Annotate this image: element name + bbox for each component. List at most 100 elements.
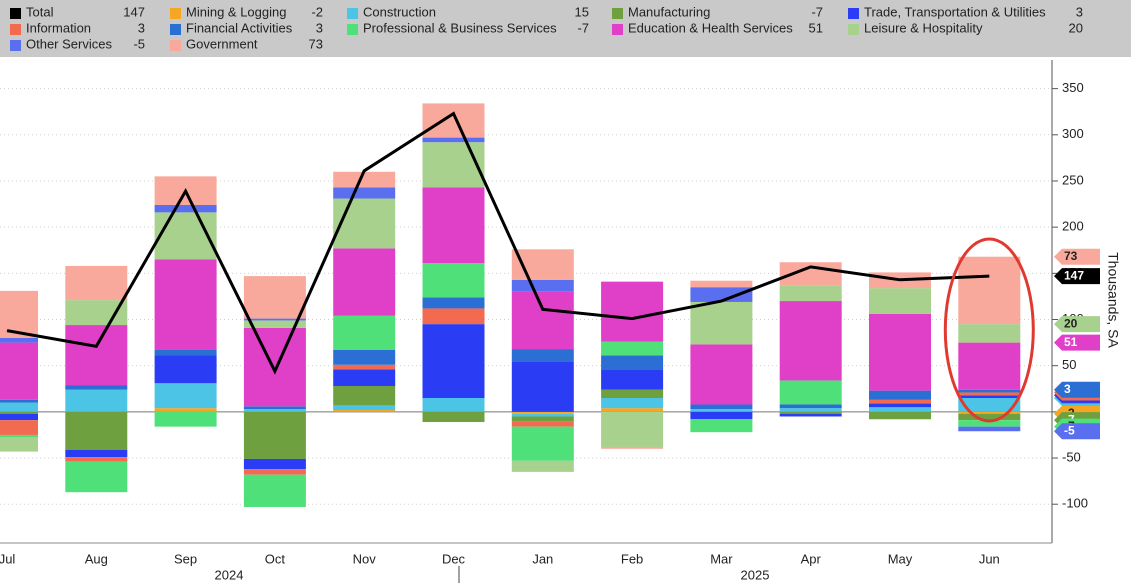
bar-segment — [511, 421, 574, 427]
x-tick-label: Apr — [801, 551, 822, 566]
bar-segment — [154, 204, 217, 213]
legend-label: Manufacturing — [628, 4, 710, 19]
legend-value: -7 — [811, 4, 823, 19]
bar-segment — [154, 355, 217, 384]
legend-value: 15 — [575, 4, 589, 19]
legend-label: Other Services — [26, 36, 112, 51]
value-tag-label: 147 — [1064, 268, 1084, 282]
bar-segment — [333, 349, 396, 365]
legend-swatch — [170, 24, 181, 35]
bar-segment — [154, 383, 217, 409]
bar-segment — [154, 259, 217, 350]
value-tag — [1054, 381, 1100, 398]
bar-segment — [333, 187, 396, 199]
bar-segment — [333, 364, 396, 370]
bar-segment — [243, 409, 306, 412]
legend-swatch — [10, 24, 21, 35]
bar-segment — [65, 411, 128, 450]
legend-value: -2 — [311, 4, 323, 19]
bar-segment — [958, 256, 1021, 325]
y-axis-label: Thousands, SA — [1105, 252, 1121, 348]
bar-segment — [243, 469, 306, 475]
bar-segment — [243, 318, 306, 321]
x-tick-label: Nov — [353, 551, 377, 566]
bar-segment — [690, 280, 753, 288]
legend-value: -7 — [577, 20, 589, 35]
bar-segment — [958, 395, 1021, 399]
legend-value: 20 — [1069, 20, 1083, 35]
bar-segment — [779, 301, 842, 381]
bar-segment — [779, 404, 842, 409]
bar-segment — [243, 474, 306, 507]
bar-segment — [690, 419, 753, 433]
bar-segment — [601, 341, 664, 356]
value-tag-label: 51 — [1064, 335, 1078, 349]
bar-segment — [0, 437, 38, 452]
bar-segment — [779, 413, 842, 417]
bar-segment — [958, 411, 1021, 414]
legend-value: 73 — [309, 36, 323, 51]
legend-label: Professional & Business Services — [363, 20, 557, 35]
bar-segment — [333, 198, 396, 249]
bar-segment — [511, 460, 574, 472]
bar-segment — [333, 369, 396, 387]
bar-segment — [422, 324, 485, 399]
bar-segment — [422, 142, 485, 188]
legend-swatch — [848, 8, 859, 19]
y-tick-label: 250 — [1062, 172, 1084, 187]
bar-segment — [601, 389, 664, 399]
x-tick-label: Dec — [442, 551, 466, 566]
bar-segment — [690, 287, 753, 302]
value-tag — [1054, 316, 1100, 333]
legend-band — [0, 0, 1131, 57]
bar-segment — [601, 281, 664, 342]
bar-segment — [690, 404, 753, 410]
bar-segment — [65, 325, 128, 386]
bar-segment — [243, 411, 306, 459]
bar-segment — [958, 413, 1021, 421]
bar-segment — [601, 355, 664, 370]
bar-segment — [869, 403, 931, 408]
bar-segment — [779, 285, 842, 302]
legend-swatch — [612, 8, 623, 19]
bar-segment — [154, 349, 217, 356]
legend-label: Total — [26, 4, 54, 19]
bar-segment — [601, 369, 664, 390]
bar-segment — [958, 420, 1021, 427]
legend-swatch — [347, 8, 358, 19]
bar-segment — [243, 406, 306, 410]
bar-segment — [511, 361, 574, 412]
year-label: 2025 — [741, 567, 770, 582]
y-tick-label: 300 — [1062, 126, 1084, 141]
bar-segment — [869, 390, 931, 400]
bar-segment — [779, 411, 842, 414]
bar-segment — [243, 320, 306, 328]
bar-segment — [333, 315, 396, 350]
bar-segment — [511, 416, 574, 422]
bar-segment — [333, 248, 396, 316]
bar-segment — [511, 411, 574, 414]
legend-swatch — [170, 40, 181, 51]
bar-segment — [422, 398, 485, 412]
value-tag — [1054, 268, 1100, 285]
legend-label: Leisure & Hospitality — [864, 20, 983, 35]
x-tick-label: Jan — [532, 551, 553, 566]
x-tick-label: May — [888, 551, 913, 566]
value-tag-label: 3 — [1064, 382, 1071, 396]
legend-value: 147 — [123, 4, 145, 19]
y-tick-label: -50 — [1062, 449, 1081, 464]
legend-label: Education & Health Services — [628, 20, 793, 35]
bar-segment — [958, 389, 1021, 393]
bar-segment — [422, 411, 485, 423]
bar-segment — [0, 342, 38, 400]
bar-segment — [601, 408, 664, 412]
legend-label: Information — [26, 20, 91, 35]
legend-value: 3 — [316, 20, 323, 35]
bar-segment — [779, 408, 842, 412]
legend-value: 3 — [1076, 4, 1083, 19]
bar-segment — [0, 420, 38, 435]
bar-segment — [0, 411, 38, 414]
legend-swatch — [10, 40, 21, 51]
bar-segment — [65, 461, 128, 493]
